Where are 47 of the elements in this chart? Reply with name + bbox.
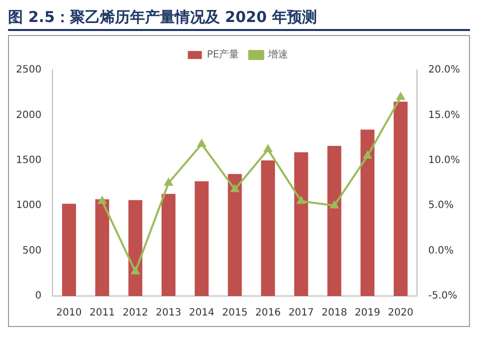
bar bbox=[360, 130, 374, 296]
point bbox=[98, 196, 106, 204]
x-tick-label: 2017 bbox=[288, 308, 314, 319]
bar bbox=[294, 152, 308, 296]
point bbox=[297, 196, 306, 204]
y2-tick-label: 10.0% bbox=[428, 154, 460, 166]
point bbox=[230, 184, 239, 192]
chart-title: 图 2.5：聚乙烯历年产量情况及 2020 年预测 bbox=[8, 8, 470, 31]
x-tick-label: 2015 bbox=[222, 308, 248, 319]
legend-label: PE产量 bbox=[206, 48, 240, 61]
x-tick-label: 2012 bbox=[122, 308, 148, 319]
y-tick-label: 500 bbox=[22, 245, 42, 256]
point bbox=[198, 140, 206, 147]
bar bbox=[95, 199, 110, 296]
y-tick-label: 2500 bbox=[16, 64, 42, 76]
bar bbox=[394, 102, 408, 296]
y2-tick-label: -5.0% bbox=[428, 290, 458, 302]
point bbox=[396, 92, 405, 100]
y2-tick-label: 15.0% bbox=[428, 110, 460, 121]
y-tick-label: 2000 bbox=[16, 110, 42, 121]
bar bbox=[162, 194, 176, 296]
point bbox=[264, 145, 272, 152]
bar bbox=[228, 174, 242, 296]
bar bbox=[261, 160, 275, 296]
y2-tick-label: 0.0% bbox=[428, 245, 454, 256]
y-tick-label: 0 bbox=[35, 290, 42, 302]
bar bbox=[128, 200, 142, 296]
bar bbox=[62, 204, 76, 296]
y2-tick-label: 5.0% bbox=[428, 200, 454, 212]
y2-tick-label: 20.0% bbox=[428, 64, 460, 76]
y-tick-label: 1000 bbox=[16, 200, 42, 212]
point bbox=[131, 267, 140, 274]
bar bbox=[194, 181, 209, 296]
point bbox=[164, 178, 173, 186]
legend-label: 增速 bbox=[267, 48, 288, 61]
y-tick-label: 1500 bbox=[16, 154, 42, 166]
point bbox=[363, 151, 372, 159]
x-tick-label: 2018 bbox=[322, 308, 348, 319]
x-tick-label: 2013 bbox=[156, 308, 182, 319]
x-tick-label: 2011 bbox=[89, 308, 115, 319]
x-tick-label: 2010 bbox=[56, 308, 82, 319]
x-tick-label: 2020 bbox=[388, 308, 414, 319]
x-tick-label: 2016 bbox=[255, 308, 281, 319]
point bbox=[330, 201, 338, 208]
x-tick-label: 2014 bbox=[188, 308, 214, 319]
x-tick-label: 2019 bbox=[354, 308, 380, 319]
bar bbox=[327, 146, 342, 296]
